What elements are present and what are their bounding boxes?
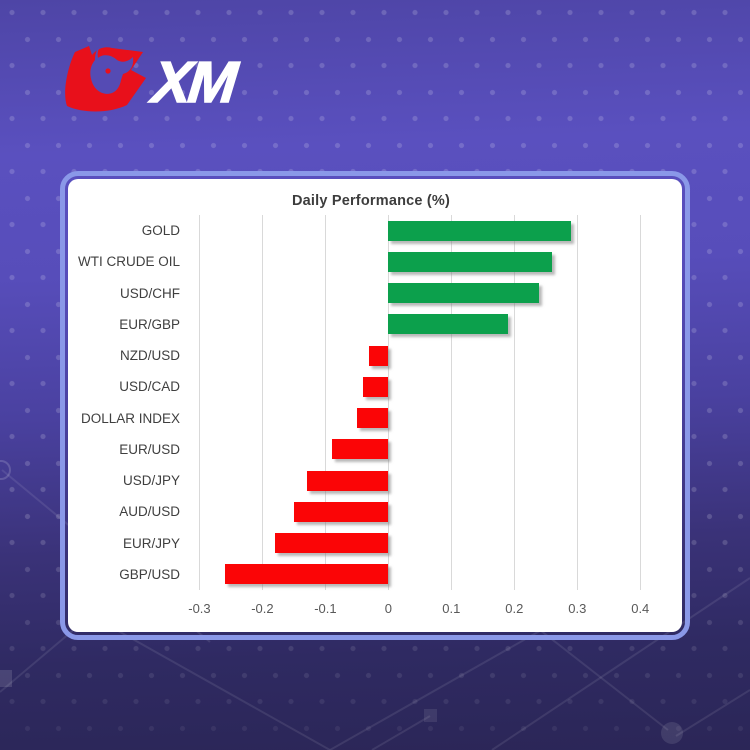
chart-card-inner: Daily Performance (%) GOLD WTI CRUDE OIL U… bbox=[68, 179, 682, 632]
x-tick-label: 0.1 bbox=[442, 601, 461, 616]
node-square bbox=[424, 709, 437, 722]
bar-rows bbox=[190, 215, 656, 590]
category-label: EUR/GBP bbox=[119, 316, 180, 332]
bar-row bbox=[190, 215, 656, 246]
category-label: EUR/JPY bbox=[122, 535, 180, 551]
bar bbox=[388, 220, 571, 241]
bar bbox=[363, 376, 389, 397]
category-label: USD/JPY bbox=[122, 473, 180, 489]
category-label: USD/CHF bbox=[120, 285, 180, 301]
category-label: WTI CRUDE OIL bbox=[77, 254, 180, 270]
bar bbox=[369, 345, 389, 366]
x-tick-label: 0.4 bbox=[631, 601, 650, 616]
category-labels: GOLD WTI CRUDE OIL USD/CHF EUR/GBP NZD/USD US… bbox=[74, 215, 190, 590]
bar bbox=[388, 283, 540, 304]
bar bbox=[306, 470, 389, 491]
gridline bbox=[325, 215, 327, 590]
gridline bbox=[514, 215, 516, 590]
category-label: DOLLAR INDEX bbox=[80, 410, 180, 426]
chart-title: Daily Performance (%) bbox=[291, 193, 451, 209]
chart-area: GOLD WTI CRUDE OIL USD/CHF EUR/GBP NZD/USD US… bbox=[74, 215, 668, 626]
bar bbox=[224, 564, 389, 585]
xm-logo: XM bbox=[57, 42, 247, 120]
bar bbox=[388, 251, 553, 272]
gridline bbox=[640, 215, 642, 590]
category-label: GOLD bbox=[141, 223, 180, 239]
bar bbox=[356, 408, 389, 429]
xm-bull-icon bbox=[65, 46, 146, 112]
gridline bbox=[388, 215, 390, 590]
x-tick-label: 0 bbox=[384, 601, 392, 616]
bar-row bbox=[190, 434, 656, 465]
bar-row bbox=[190, 496, 656, 527]
bar-row bbox=[190, 246, 656, 277]
category-label: NZD/USD bbox=[120, 348, 180, 364]
node-circle bbox=[661, 722, 683, 744]
bar-row bbox=[190, 403, 656, 434]
gridline bbox=[577, 215, 579, 590]
bar-row bbox=[190, 528, 656, 559]
chart-card: Daily Performance (%) GOLD WTI CRUDE OIL U… bbox=[60, 171, 690, 640]
bar-row bbox=[190, 340, 656, 371]
category-label: AUD/USD bbox=[119, 504, 180, 520]
gridline bbox=[199, 215, 201, 590]
plot-area bbox=[190, 215, 656, 590]
xm-logo-text: XM bbox=[147, 50, 242, 115]
bar bbox=[275, 533, 389, 554]
gridline bbox=[262, 215, 264, 590]
node-ring bbox=[0, 460, 11, 480]
category-label: EUR/USD bbox=[119, 441, 180, 457]
bar bbox=[331, 439, 389, 460]
bar-row bbox=[190, 559, 656, 590]
node-square bbox=[0, 670, 12, 687]
x-tick-label: -0.1 bbox=[314, 601, 337, 616]
x-axis: -0.3 -0.2 -0.1 0 0.1 0.2 0.3 0.4 bbox=[188, 590, 656, 626]
x-tick-label: 0.2 bbox=[505, 601, 524, 616]
bar bbox=[293, 501, 389, 522]
bar-row bbox=[190, 278, 656, 309]
bar-row bbox=[190, 309, 656, 340]
x-tick-label: 0.3 bbox=[568, 601, 587, 616]
gridline bbox=[451, 215, 453, 590]
bar bbox=[388, 314, 508, 335]
category-label: USD/CAD bbox=[119, 379, 180, 395]
category-label: GBP/USD bbox=[119, 566, 180, 582]
x-tick-label: -0.2 bbox=[251, 601, 274, 616]
bar-row bbox=[190, 371, 656, 402]
bar-row bbox=[190, 465, 656, 496]
x-tick-label: -0.3 bbox=[188, 601, 211, 616]
